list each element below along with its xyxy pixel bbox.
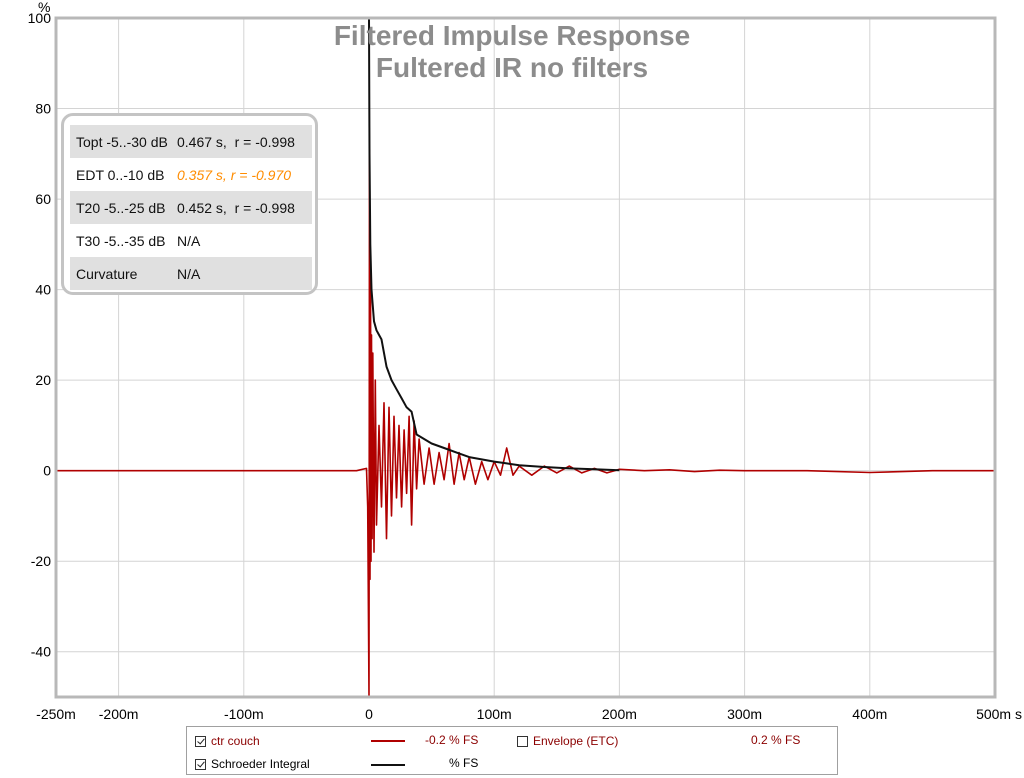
y-tick-label: 0 (43, 463, 51, 479)
legend: ctr couch -0.2 % FS Envelope (ETC) 0.2 %… (186, 726, 838, 775)
legend-value: % FS (449, 756, 479, 770)
stats-row-t20: T20 -5..-25 dB 0.452 s, r = -0.998 (70, 191, 312, 224)
schroeder-checkbox[interactable] (195, 758, 206, 770)
stats-row-edt: EDT 0..-10 dB 0.357 s, r = -0.970 (70, 158, 312, 191)
y-tick-label: 80 (35, 101, 51, 117)
legend-item-schroeder[interactable]: Schroeder Integral (195, 756, 310, 772)
series-ctr-couch-line (56, 148, 995, 698)
x-tick-label: -200m (99, 706, 139, 722)
decay-stats-box: Topt -5..-30 dB 0.467 s, r = -0.998 EDT … (61, 113, 318, 295)
y-tick-label: -20 (31, 553, 51, 569)
plot-frame (54, 16, 997, 699)
x-tick-label: 200m (602, 706, 637, 722)
legend-label: Envelope (ETC) (533, 734, 619, 748)
legend-label: Schroeder Integral (211, 757, 310, 771)
x-tick-label: -100m (224, 706, 264, 722)
y-tick-label: -40 (31, 644, 51, 660)
x-tick-label: 0 (365, 706, 373, 722)
series-layer (56, 17, 995, 698)
stats-label: Topt -5..-30 dB (76, 133, 168, 150)
stats-row-t30: T30 -5..-35 dB N/A (70, 224, 312, 257)
chart-title: Filtered Impulse Response (334, 20, 690, 51)
chart-subtitle: Fultered IR no filters (376, 52, 648, 83)
stats-value: N/A (177, 265, 201, 282)
y-tick-label: 60 (35, 191, 51, 207)
stats-label: T20 -5..-25 dB (76, 199, 166, 216)
x-tick-label: 100m (477, 706, 512, 722)
stats-value: 0.467 s, r = -0.998 (177, 133, 295, 150)
stats-row-topt: Topt -5..-30 dB 0.467 s, r = -0.998 (70, 125, 312, 158)
series-schroeder-integral-line (368, 17, 620, 472)
ctr-couch-checkbox[interactable] (195, 735, 206, 747)
y-tick-label: 20 (35, 372, 51, 388)
legend-item-envelope[interactable]: Envelope (ETC) (517, 733, 618, 749)
ctr-couch-swatch (371, 740, 405, 742)
stats-value: 0.357 s, r = -0.970 (177, 166, 292, 183)
legend-value: 0.2 % FS (751, 733, 801, 747)
stats-row-curvature: Curvature N/A (70, 257, 312, 290)
stats-label: EDT 0..-10 dB (76, 166, 165, 183)
stats-value: N/A (177, 232, 201, 249)
stats-label: T30 -5..-35 dB (76, 232, 166, 249)
stats-label: Curvature (76, 265, 138, 282)
y-axis-unit: % (38, 0, 50, 15)
schroeder-swatch (371, 764, 405, 766)
stats-value: 0.452 s, r = -0.998 (177, 199, 295, 216)
x-tick-label: 300m (727, 706, 762, 722)
tick-labels: -250m -200m -100m 0 100m 200m 300m 400m 500m s 10… (28, 10, 1022, 722)
envelope-checkbox[interactable] (517, 735, 528, 747)
y-tick-label: 40 (35, 282, 51, 298)
legend-label: ctr couch (211, 734, 260, 748)
y-tick-label: 100 (28, 10, 52, 26)
x-tick-label: 500m s (976, 706, 1022, 722)
x-tick-label: 400m (852, 706, 887, 722)
legend-value: -0.2 % FS (425, 733, 479, 747)
legend-item-ctr-couch[interactable]: ctr couch (195, 733, 260, 749)
x-tick-label: -250m (36, 706, 76, 722)
